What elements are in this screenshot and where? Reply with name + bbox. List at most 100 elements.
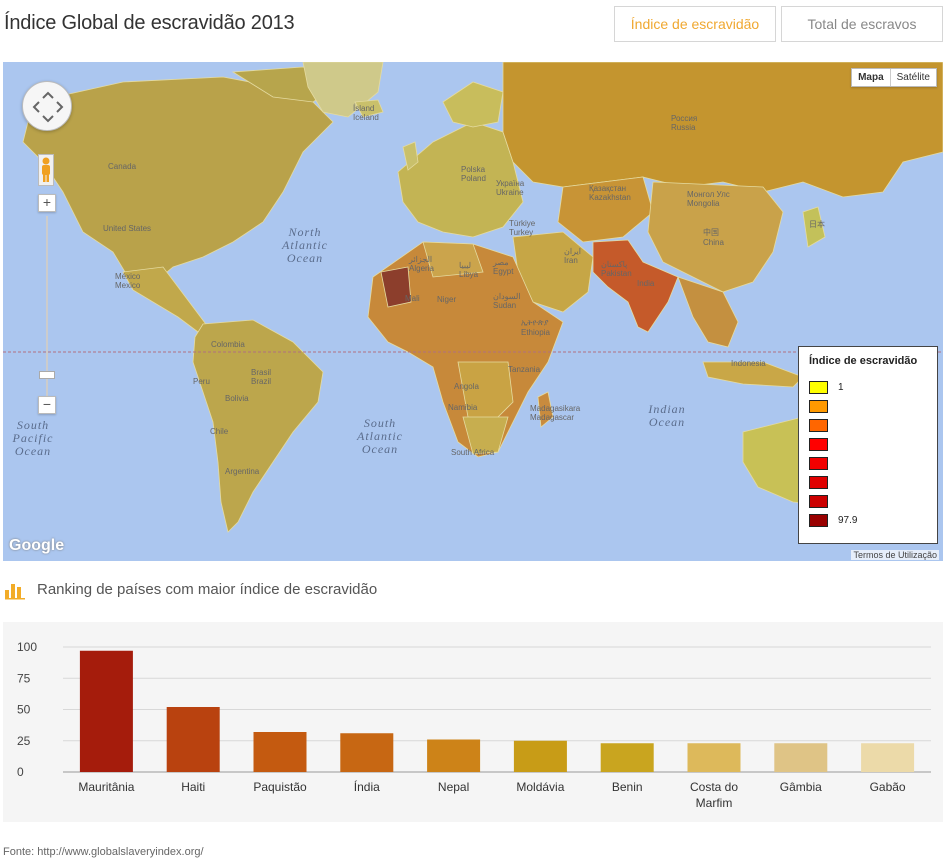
country-label: United States	[103, 224, 152, 233]
country-label: ليبيا Libya	[459, 261, 479, 279]
map-type-satellite-button[interactable]: Satélite	[896, 72, 930, 83]
country-label: Argentina	[225, 467, 260, 476]
y-tick-label: 0	[17, 765, 24, 779]
country-label: الجزائر Algeria	[409, 255, 434, 273]
legend-value: 97.9	[838, 515, 858, 526]
zoom-in-button[interactable]: +	[38, 194, 56, 212]
zoom-slider-handle[interactable]	[39, 371, 55, 379]
zoom-control: + −	[38, 194, 56, 414]
legend-rows: 1 97.9	[809, 378, 927, 530]
x-tick-label: Mauritânia	[78, 780, 134, 794]
x-tick-label: Gâmbia	[780, 780, 822, 794]
legend-title: Índice de escravidão	[809, 355, 918, 367]
country-label: Mali	[405, 294, 420, 303]
country-label: Colombia	[211, 340, 245, 349]
country-label: Россия Russia	[671, 114, 698, 132]
zoom-out-button[interactable]: −	[38, 396, 56, 414]
country-label: Polska Poland	[461, 165, 486, 183]
map-legend: Índice de escravidão 1 97.9	[798, 346, 938, 544]
y-tick-label: 50	[17, 703, 31, 717]
source-label: Fonte:	[3, 846, 35, 858]
ocean-label-indian: Indian Ocean	[648, 402, 686, 429]
legend-value: 1	[838, 382, 844, 393]
bar-costa-do-marfim[interactable]	[687, 743, 741, 772]
x-tick-label: Nepal	[438, 780, 469, 794]
legend-swatch	[809, 400, 828, 413]
country-label: South Africa	[451, 448, 495, 457]
country-label: السودان Sudan	[493, 292, 521, 310]
legend-row	[809, 492, 927, 511]
bar-gabão[interactable]	[861, 743, 915, 772]
bar-paquistão[interactable]	[253, 732, 307, 772]
country-label: Angola	[454, 382, 479, 391]
country-label: Peru	[193, 377, 210, 386]
x-tick-label: Haiti	[181, 780, 205, 794]
ranking-bar-chart: 0 25 50 75 100 Mauritânia Haiti Paquistão Índia N…	[3, 622, 943, 822]
country-label: مصر Egypt	[493, 258, 514, 276]
legend-swatch	[809, 438, 828, 451]
bar-nepal[interactable]	[427, 739, 481, 773]
page-title: Índice Global de escravidão 2013	[4, 12, 295, 34]
zoom-slider-track[interactable]	[46, 216, 48, 396]
ranking-title: Ranking de países com maior índice de es…	[37, 580, 378, 598]
country-label: Chile	[210, 427, 229, 436]
legend-swatch	[809, 476, 828, 489]
country-label: Монгол Улс Mongolia	[687, 190, 730, 208]
bar-benin[interactable]	[600, 743, 654, 772]
country-label: Tanzania	[508, 365, 541, 374]
x-tick-label: Costa do Marfim	[690, 780, 738, 810]
country-label: Namibia	[448, 403, 478, 412]
world-map-shapes	[3, 62, 943, 561]
street-view-pegman-icon[interactable]	[38, 154, 54, 186]
tab-slavery-index[interactable]: Índice de escravidão	[614, 6, 776, 42]
x-tick-label: Paquistão	[253, 780, 307, 794]
country-label: Türkiye Turkey	[509, 219, 536, 237]
map-type-control: Mapa Satélite	[851, 68, 937, 87]
legend-swatch	[809, 419, 828, 432]
ocean-label-south-atlantic: South Atlantic Ocean	[357, 416, 403, 456]
source-line: Fonte: http://www.globalslaveryindex.org…	[3, 846, 204, 858]
y-tick-label: 100	[17, 640, 37, 654]
country-label: Ísland Iceland	[353, 104, 379, 122]
country-label: 日本	[809, 220, 825, 229]
ocean-label-south-pacific: South Pacific Ocean	[12, 418, 54, 458]
x-tick-label: Benin	[612, 780, 643, 794]
legend-row	[809, 473, 927, 492]
legend-swatch	[809, 381, 828, 394]
legend-swatch	[809, 514, 828, 527]
ranking-chart-svg: 0 25 50 75 100 Mauritânia Haiti Paquistão Índia N…	[17, 640, 931, 810]
legend-row	[809, 416, 927, 435]
bar-mauritânia[interactable]	[79, 650, 133, 772]
country-label: ایران Iran	[564, 247, 581, 265]
legend-row	[809, 435, 927, 454]
country-label: پاکستان Pakistan	[601, 260, 632, 278]
bar-gâmbia[interactable]	[774, 743, 828, 772]
legend-swatch	[809, 495, 828, 508]
country-label: ኢትዮጵያ Ethiopia	[521, 318, 550, 337]
bar-haiti[interactable]	[166, 707, 220, 772]
legend-swatch	[809, 457, 828, 470]
legend-row: 1	[809, 378, 927, 397]
bar-chart-icon	[5, 584, 25, 600]
country-label: Canada	[108, 162, 137, 171]
tab-total-slaves[interactable]: Total de escravos	[781, 6, 943, 42]
google-logo: Google	[9, 537, 65, 554]
x-tick-label: Moldávia	[516, 780, 564, 794]
bar-índia[interactable]	[340, 733, 394, 772]
legend-row	[809, 397, 927, 416]
source-link[interactable]: http://www.globalslaveryindex.org/	[37, 846, 204, 858]
map-type-map-button[interactable]: Mapa	[852, 69, 891, 86]
country-label: India	[637, 279, 655, 288]
y-tick-label: 75	[17, 671, 31, 685]
country-label: Қазақстан Kazakhstan	[589, 184, 631, 202]
country-label: Indonesia	[731, 359, 766, 368]
terms-of-use-link[interactable]: Termos de Utilização	[851, 550, 939, 560]
world-map[interactable]: Mapa Satélite + − North A	[3, 62, 943, 561]
pan-control[interactable]	[22, 81, 72, 131]
country-label: 中国 China	[703, 228, 724, 247]
ranking-header: Ranking de países com maior índice de es…	[4, 578, 377, 600]
country-label: Україна Ukraine	[496, 179, 525, 197]
bar-moldávia[interactable]	[513, 740, 567, 772]
ocean-label-north-atlantic: North Atlantic Ocean	[282, 225, 328, 265]
